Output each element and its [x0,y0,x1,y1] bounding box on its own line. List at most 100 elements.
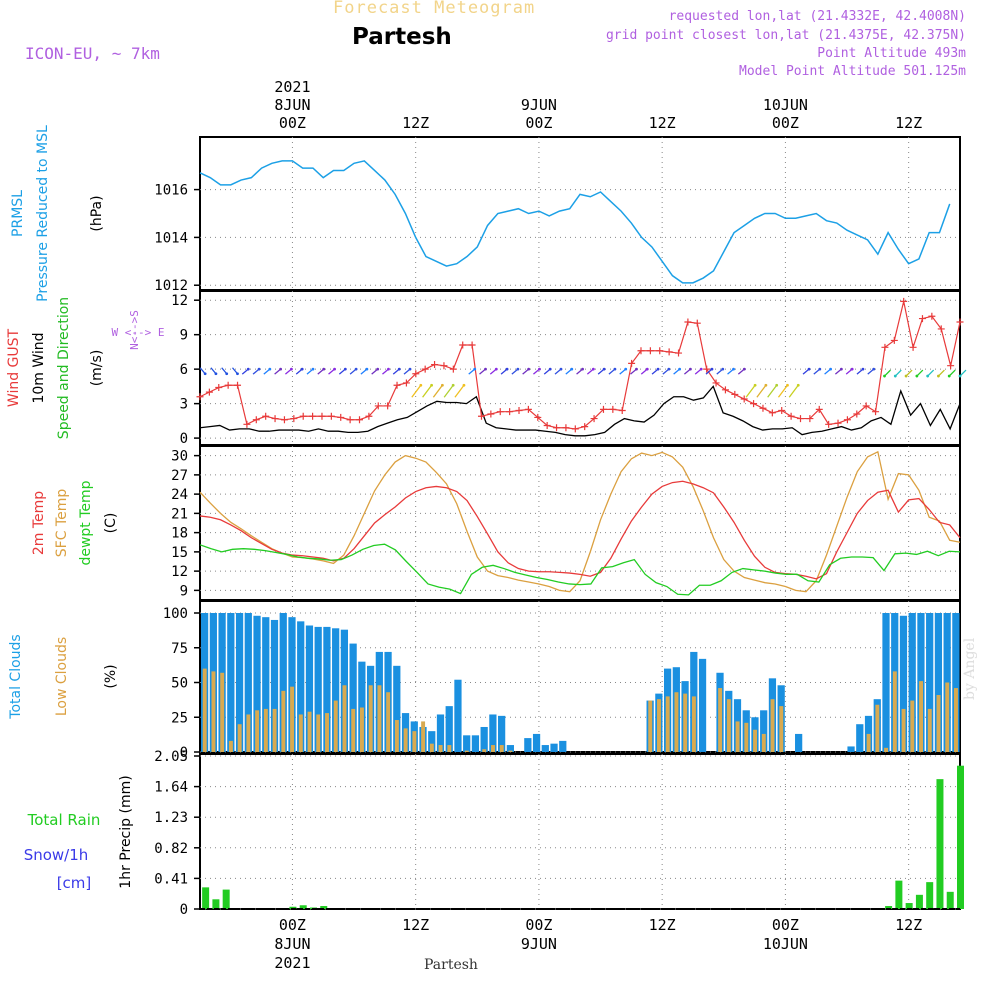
low-clouds-bar [753,729,758,752]
temp-frame [199,445,961,601]
total-clouds-bar [471,735,480,752]
wind-gust-marker [796,415,804,423]
temp-axis-label: (C) [103,513,119,534]
wind-gust-marker [750,400,758,408]
wind-gust-marker [637,347,645,355]
low-clouds-bar [377,685,382,752]
wind-gust-marker [768,409,776,417]
pressure-axis-label: Pressure Reduced to MSL [35,125,51,302]
wind-gust-marker [703,365,711,373]
total-clouds-bar [795,733,803,752]
wind-gust-marker [881,343,889,351]
total-clouds-bar [288,617,296,752]
clouds-frame [199,600,961,753]
low-clouds-bar [394,720,399,752]
low-clouds-bar [255,710,260,752]
total-clouds-bar [270,619,279,752]
watermark: by Angel [962,637,978,700]
wind-direction-arrowhead [268,367,272,371]
temp-axis-label: dewpt Temp [78,480,94,565]
wind-direction-arrowhead [246,367,250,371]
total-clouds-bar [760,710,768,752]
precip-ytick-label: 0.82 [154,841,188,857]
wind-direction-arrow [894,369,902,377]
wind-gust-marker [909,343,917,351]
wind-gust-marker [778,407,786,415]
low-clouds-bar [954,688,958,752]
wind-gust-marker [234,381,242,389]
top-time-label: 00Z [279,114,306,132]
total-clouds-bar [480,726,488,752]
wind-gust-marker [205,388,213,396]
wind-gust-marker [318,412,326,420]
total-clouds-bar [882,613,890,752]
bottom-time-label: 2021 [274,954,310,972]
total-clouds-bar [463,735,471,752]
wind-direction-arrow [432,384,443,398]
low-clouds-bar [648,700,653,752]
wind-gust-marker [524,405,532,413]
wind-ytick-label: 0 [180,431,188,447]
low-clouds-bar [368,685,373,752]
total-clouds-bar [279,613,287,752]
wind-gust-marker [628,359,636,367]
wind-direction-arrowhead [742,367,746,371]
low-clouds-bar [403,728,408,752]
wind-direction-arrow [411,384,422,398]
wind-direction-arrowhead [710,367,714,371]
wind-gust-marker [487,410,495,418]
bottom-time-label: 12Z [402,916,429,934]
wind-frame [199,290,961,446]
wind-direction-arrowhead [354,367,358,371]
pressure-frame [199,136,961,291]
wind-direction-arrowhead [829,367,832,371]
top-time-label: 12Z [649,114,676,132]
total-clouds-bar [532,733,541,752]
rain-bar [957,765,964,909]
wind-gust-marker [468,341,476,349]
wind-direction-arrowhead [591,367,595,371]
precip-ytick-label: 1.64 [154,780,188,796]
wind-direction-arrow [916,369,924,377]
wind-direction-arrowhead [850,367,854,371]
wind-direction-arrowhead [775,383,779,387]
wind-ytick-label: 6 [180,362,188,378]
wind-gust-marker [431,361,439,369]
wind-direction-arrowhead [494,367,498,371]
temp-2m-line [199,480,961,580]
low-clouds-bar [770,699,775,752]
wind-gust-marker [459,341,467,349]
temp-ytick-label: 24 [171,487,188,503]
wind-gust-marker [646,347,654,355]
total-clouds-bar [498,715,506,752]
wind-direction-arrowhead [257,367,261,371]
top-time-label: 00Z [525,114,552,132]
wind-direction-arrowhead [430,383,433,387]
wind-gust-marker [440,362,448,370]
wind-gust-marker [834,419,842,427]
low-clouds-bar [447,745,452,752]
wind-gust-marker [599,405,607,413]
temp-ytick-label: 21 [171,506,188,522]
bottom-time-label: 00Z [772,916,799,934]
low-clouds-bar [945,682,950,752]
wind-gust-marker [252,416,260,424]
precip-frame [199,753,961,910]
wind-direction-arrowhead [559,367,563,371]
wind-gust-marker [759,404,767,412]
precip-ytick-label: 1.23 [154,810,188,826]
low-clouds-bar [359,707,364,752]
low-clouds-bar [220,672,225,752]
wind-direction-arrowhead [904,374,908,378]
low-clouds-bar [464,750,469,752]
total-clouds-bar [314,626,322,752]
low-clouds-bar [657,699,661,752]
wind-direction-arrowhead [333,367,336,371]
low-clouds-bar [508,750,513,752]
wind-direction-arrowhead [236,372,239,376]
low-clouds-bar [665,696,670,752]
wind-gust-marker [900,297,908,305]
clouds-axis-label: (%) [103,664,119,688]
wind-gust-marker [609,405,617,413]
total-clouds-bar [297,621,305,752]
